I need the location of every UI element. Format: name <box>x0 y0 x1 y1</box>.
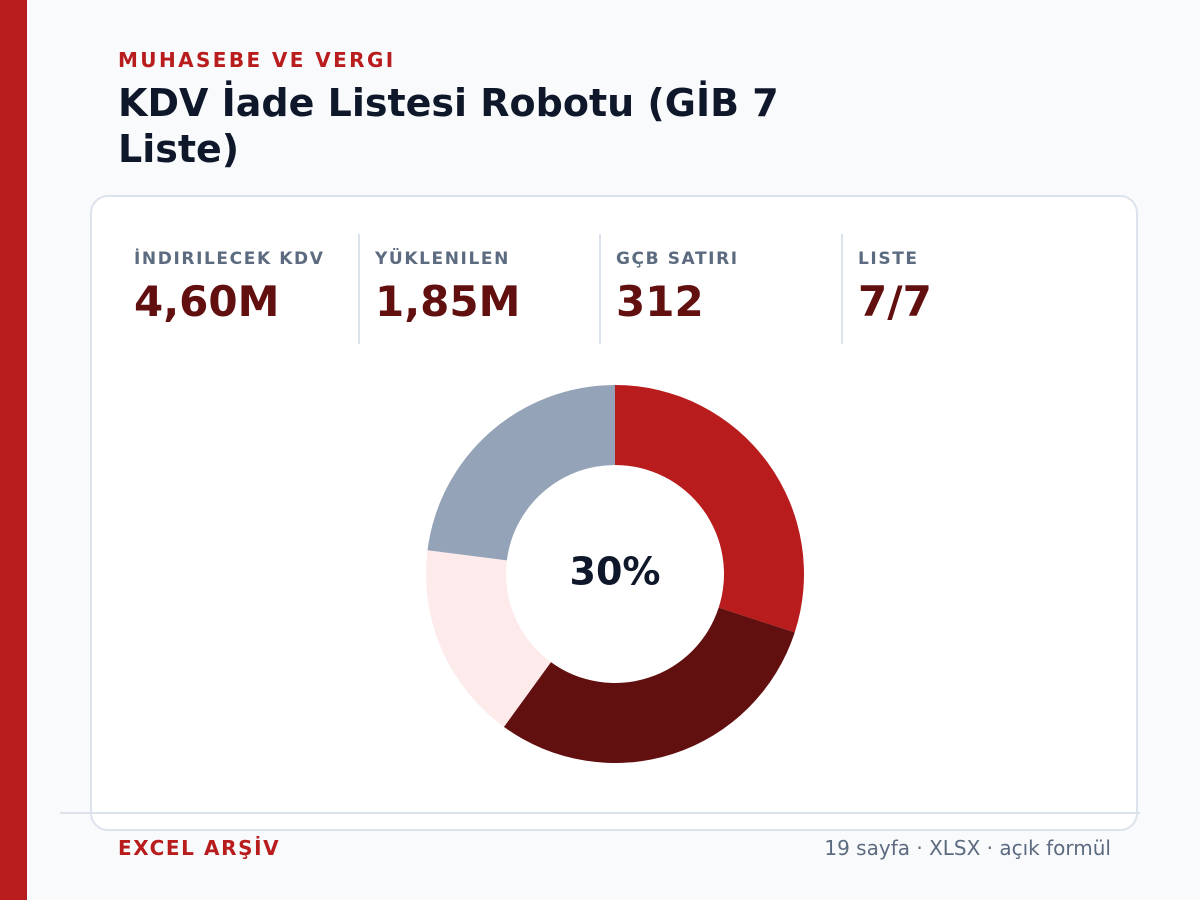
donut-center-label: 30% <box>570 550 661 594</box>
kpi-row: İNDIRILECEK KDV 4,60M YÜKLENILEN 1,85M G… <box>92 234 1136 344</box>
summary-card: İNDIRILECEK KDV 4,60M YÜKLENILEN 1,85M G… <box>90 195 1138 831</box>
kpi-value: 4,60M <box>134 277 280 326</box>
kpi-label: GÇB SATIRI <box>616 249 739 269</box>
kpi-value: 7/7 <box>858 277 932 326</box>
accent-bar <box>0 0 27 900</box>
kpi-label: İNDIRILECEK KDV <box>134 249 325 269</box>
kpi-label: LISTE <box>858 249 919 269</box>
donut-slice-4 <box>427 385 615 561</box>
kpi-yuklenilen: YÜKLENILEN 1,85M <box>358 234 599 344</box>
donut-slice-1 <box>615 385 804 633</box>
kpi-indirilecek-kdv: İNDIRILECEK KDV 4,60M <box>119 234 360 344</box>
footer-divider <box>60 812 1140 814</box>
kpi-value: 1,85M <box>375 277 521 326</box>
kpi-label: YÜKLENILEN <box>375 249 510 269</box>
footer-meta: 19 sayfa · XLSX · açık formül <box>824 836 1111 860</box>
donut-slices <box>426 385 804 763</box>
category-eyebrow: MUHASEBE VE VERGI <box>118 48 396 72</box>
footer-brand: EXCEL ARŞİV <box>118 836 281 860</box>
kpi-gcb-satiri: GÇB SATIRI 312 <box>599 234 840 344</box>
donut-slice-3 <box>426 550 551 727</box>
donut-slice-2 <box>503 607 795 763</box>
page-title: KDV İade Listesi Robotu (GİB 7 Liste) <box>118 81 779 171</box>
kpi-liste: LISTE 7/7 <box>841 234 1082 344</box>
kpi-value: 312 <box>616 277 704 326</box>
donut-chart: 30% <box>426 385 804 763</box>
